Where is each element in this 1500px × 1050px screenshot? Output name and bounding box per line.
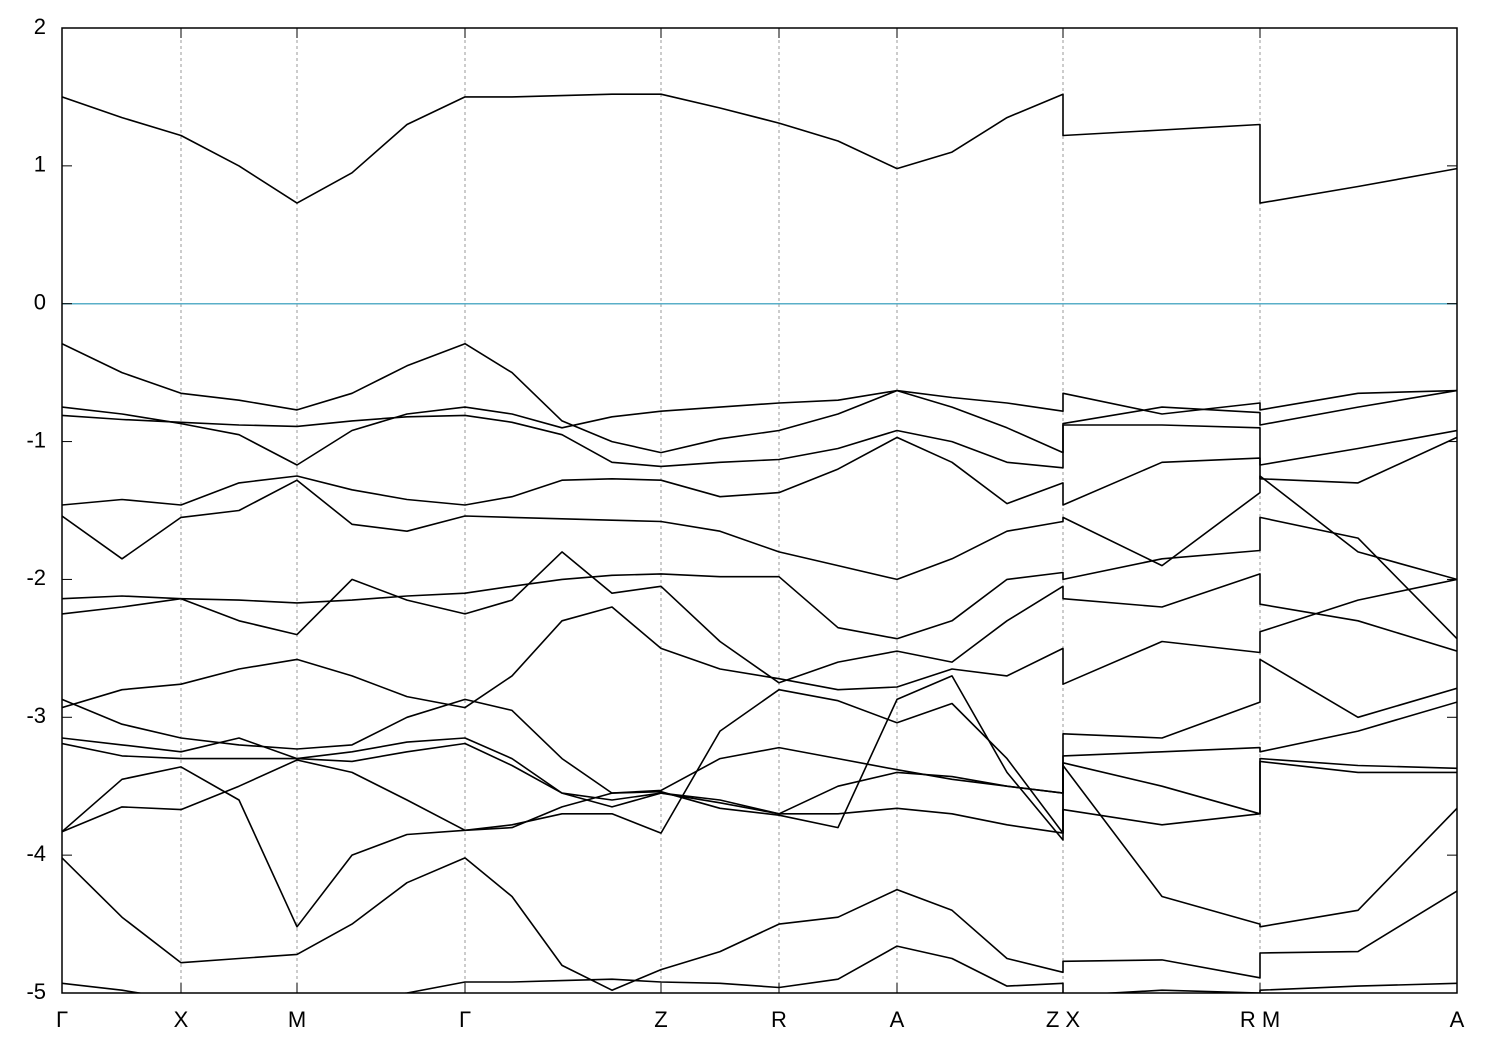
- band-line: [62, 475, 1457, 581]
- x-tick-label: R M: [1240, 1007, 1280, 1032]
- x-tick-label: A: [890, 1007, 905, 1032]
- x-tick-label: X: [174, 1007, 189, 1032]
- y-tick-label: 2: [34, 14, 46, 39]
- y-tick-label: -4: [26, 841, 46, 866]
- band-line: [62, 93, 1457, 204]
- plot-area: [62, 93, 1457, 993]
- band-line: [62, 742, 1457, 834]
- band-line: [62, 516, 1457, 640]
- band-line: [62, 658, 1457, 794]
- plot-frame: [61, 27, 1458, 994]
- band-line: [62, 342, 1457, 454]
- y-tick-label: -5: [26, 979, 46, 1004]
- band-line: [62, 436, 1457, 506]
- y-tick-label: -1: [26, 427, 46, 452]
- y-tick-label: -2: [26, 565, 46, 590]
- labels: -5 -4 -3 -2 -1 0 1 2 Γ X M Γ Z R A Z X R M A: [26, 14, 1464, 1032]
- band-line: [62, 675, 1457, 928]
- band-line: [62, 551, 1457, 684]
- x-tick-label: M: [288, 1007, 306, 1032]
- band-line: [62, 945, 1457, 993]
- band-line: [62, 414, 1457, 469]
- band-line: [62, 389, 1457, 466]
- x-tick-label: Z: [654, 1007, 667, 1032]
- y-tick-label: 1: [34, 152, 46, 177]
- band-line: [62, 578, 1457, 709]
- x-tick-label: Γ: [56, 1007, 68, 1032]
- band-line: [62, 688, 1457, 834]
- x-tick-label: Γ: [459, 1007, 471, 1032]
- y-tick-label: -3: [26, 703, 46, 728]
- x-tick-label: R: [771, 1007, 787, 1032]
- x-tick-label: A: [1450, 1007, 1465, 1032]
- x-tick-label: Z X: [1046, 1007, 1081, 1032]
- y-tick-label: 0: [34, 290, 46, 315]
- band-line: [62, 857, 1457, 991]
